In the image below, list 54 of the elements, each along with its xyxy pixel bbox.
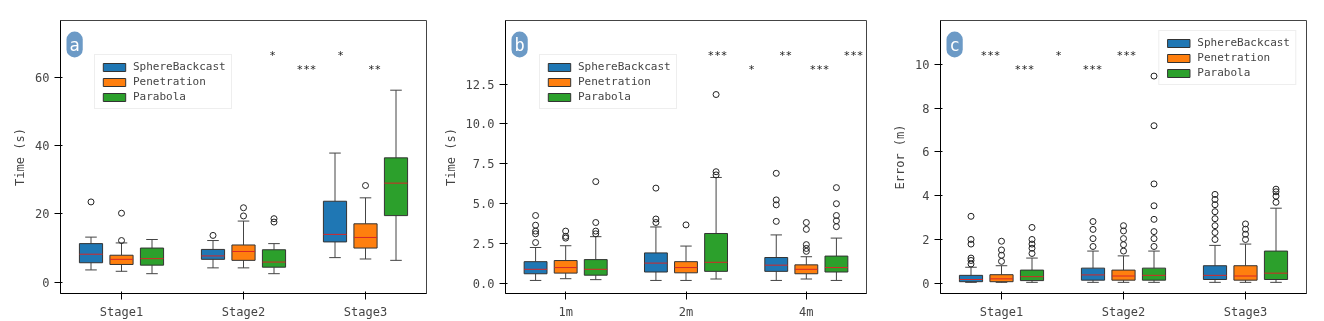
annotation: *** [1014,62,1035,76]
legend-label: SphereBackcast [578,60,671,73]
legend-label: SphereBackcast [133,60,226,73]
x-tick-label: 4m [799,304,814,319]
x-tick-label: Stage2 [221,304,266,319]
y-tick-label: 5.0 [472,197,495,212]
annotation: *** [1116,48,1137,62]
y-tick-label: 2 [922,232,930,247]
y-tick-label: 10.0 [465,117,495,132]
y-tick-label: 6 [922,145,930,160]
x-tick-label: Stage1 [979,304,1024,319]
legend-label: Parabola [133,90,186,103]
annotation: *** [1082,62,1103,76]
x-tick-label: 2m [678,304,694,319]
legend-label: SphereBackcast [1197,36,1290,49]
annotation: *** [980,48,1001,62]
legend-label: Penetration [1197,51,1271,64]
text: c [949,34,960,55]
annotation: * [269,48,276,62]
legend-label: Parabola [578,90,631,103]
annotation: * [1055,48,1062,62]
legend-label: Penetration [578,75,651,88]
annotation: * [337,48,344,62]
annotation: ** [778,48,793,62]
annotation: * [748,62,755,76]
x-tick-label: 1m [558,304,573,319]
annotation: *** [296,62,317,76]
text: a [69,34,80,55]
annotation: *** [809,62,830,76]
y-tick-label: 20 [35,207,50,222]
y-tick-label: 0 [922,276,930,291]
text: b [514,34,525,55]
x-tick-label: Stage2 [1101,304,1146,319]
annotation: *** [843,48,864,62]
annotation: ** [367,62,382,76]
legend-label: Penetration [133,75,206,88]
x-tick-label: Stage1 [99,304,144,319]
y-axis-title: Error (m) [893,124,908,190]
y-tick-label: 0 [42,275,50,290]
legend-label: Parabola [1197,66,1251,79]
y-axis-title: Time (s) [443,128,458,186]
x-tick-label: Stage3 [343,304,388,319]
y-tick-label: 40 [35,139,50,154]
y-tick-label: 0.0 [472,276,495,291]
y-tick-label: 2.5 [472,236,495,251]
x-tick-label: Stage3 [1223,304,1268,319]
annotation: *** [707,48,728,62]
y-tick-label: 12.5 [465,77,495,92]
y-tick-label: 10 [915,57,930,72]
y-axis-title: Time (s) [13,128,28,186]
y-tick-label: 60 [35,70,50,85]
y-tick-label: 8 [922,101,930,116]
y-tick-label: 4 [922,189,930,203]
y-tick-label: 7.5 [472,157,495,172]
